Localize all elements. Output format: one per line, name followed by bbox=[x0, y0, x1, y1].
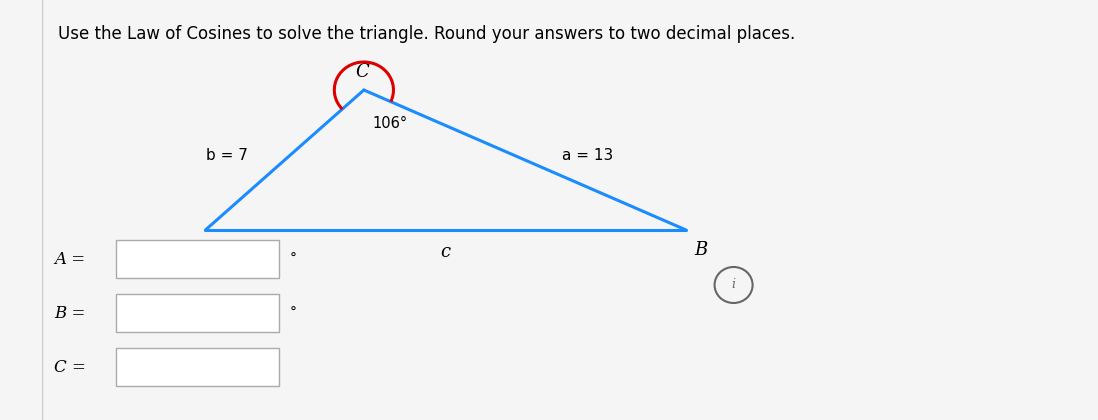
FancyBboxPatch shape bbox=[115, 348, 279, 386]
Text: C =: C = bbox=[55, 359, 87, 375]
Text: Use the Law of Cosines to solve the triangle. Round your answers to two decimal : Use the Law of Cosines to solve the tria… bbox=[57, 25, 795, 43]
Text: b = 7: b = 7 bbox=[205, 148, 247, 163]
Text: a = 13: a = 13 bbox=[562, 148, 613, 163]
Text: A: A bbox=[187, 241, 200, 259]
Text: B: B bbox=[695, 241, 708, 259]
Text: °: ° bbox=[290, 306, 296, 320]
Text: C: C bbox=[356, 63, 369, 81]
FancyBboxPatch shape bbox=[115, 240, 279, 278]
Text: B =: B = bbox=[55, 304, 86, 321]
Text: °: ° bbox=[290, 252, 296, 266]
FancyBboxPatch shape bbox=[115, 294, 279, 332]
Text: 106°: 106° bbox=[372, 116, 407, 131]
Text: i: i bbox=[731, 278, 736, 291]
Text: A =: A = bbox=[55, 250, 86, 268]
Text: c: c bbox=[440, 243, 451, 261]
